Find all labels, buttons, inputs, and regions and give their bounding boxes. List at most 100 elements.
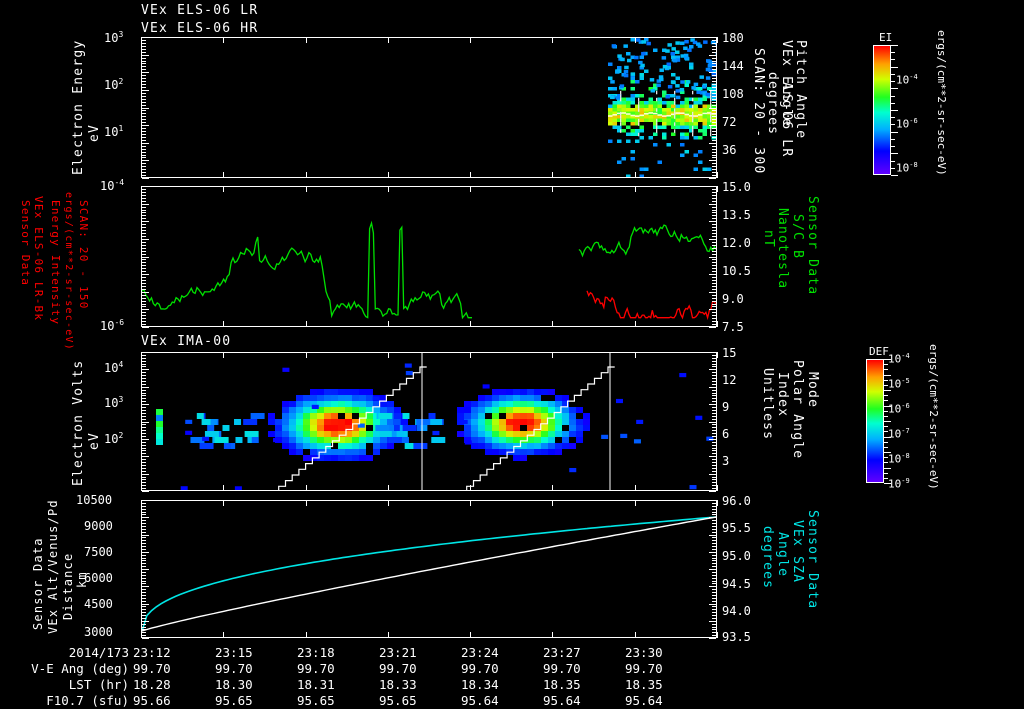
panel4-y2tick-955: 95.5 [722, 521, 751, 535]
panel4-ytick-7500: 7500 [84, 545, 113, 559]
panel2-ytick-minor [142, 318, 146, 319]
colorbar-tick [884, 447, 888, 448]
panel4-y2label-sensor-data: Sensor Data [806, 510, 819, 622]
panel3-y2label-mode: Mode [806, 372, 819, 427]
panel3-spectrogram-canvas [142, 353, 716, 490]
panel4-y2tick-minor [712, 560, 716, 561]
panel2-ytick-minor [142, 210, 146, 211]
panel3-ytick-minor [142, 416, 146, 417]
panel2-ytick-minor [142, 259, 146, 260]
panel1-xtick [635, 172, 636, 178]
panel4-y2tick-minor [712, 572, 716, 573]
panel3-ytick-minor [142, 450, 146, 451]
panel4-y2tick-minor [712, 581, 716, 582]
panel4-y2tick-minor [712, 629, 716, 630]
panel2-ytick-minor [142, 292, 149, 293]
colorbar-tick [884, 426, 888, 427]
panel4-ytick-minor [142, 581, 146, 582]
panel1-ytick-minor [142, 113, 146, 114]
panel3-ytick-minor [142, 378, 146, 379]
panel4-y2tick-minor [712, 555, 716, 556]
panel2-ytick-minor [142, 283, 146, 284]
panel2-y2tick-minor [712, 283, 716, 284]
colorbar-tick [891, 124, 895, 125]
colorbar-def-tick-5: 10-5 [888, 377, 910, 391]
panel1-ytick-minor [142, 102, 146, 103]
panel1-ytick-minor [142, 37, 149, 38]
panel2-ytick-minor [142, 192, 146, 193]
axis-table-cell: 18.35 [543, 677, 581, 692]
panel4-y2tick-minor [712, 526, 716, 527]
panel1-xtick [306, 172, 307, 178]
panel1-y2tick-minor [712, 58, 716, 59]
panel3-ytick-minor [142, 381, 146, 382]
panel4-ylabel-sensor-data: Sensor Data [32, 520, 44, 630]
panel2-y2tick-minor [712, 212, 716, 213]
panel2-y2tick-minor [712, 195, 716, 196]
panel3-y2tick-minor [712, 358, 716, 359]
panel1-ytick-1000: 103 [104, 30, 123, 45]
panel1-ytick-minor [142, 93, 146, 94]
panel1-y2tick-minor [712, 96, 716, 97]
panel4-ytick-minor [142, 609, 146, 610]
panel3-ytick-minor [142, 474, 149, 475]
panel2-y2tick-minor [712, 286, 716, 287]
panel3-ytick-1e3: 103 [104, 395, 123, 410]
panel4-ytick-10500: 10500 [76, 493, 112, 507]
panel4-y2tick-minor [712, 589, 716, 590]
panel3-ytick-minor [142, 439, 149, 440]
panel4-y2tick-minor [712, 609, 716, 610]
panel1-plot-frame[interactable] [141, 37, 717, 178]
panel1-ytick-minor [142, 116, 146, 117]
panel2-ytick-minor [142, 207, 146, 208]
colorbar-tick [884, 442, 888, 443]
panel1-ytick-minor [142, 105, 146, 106]
panel4-plot-frame[interactable] [141, 500, 717, 638]
panel3-xtick [552, 485, 553, 491]
panel1-y2tick-minor [712, 128, 716, 129]
panel1-y2tick-minor [709, 143, 716, 144]
panel1-ytick-minor [142, 40, 146, 41]
panel4-xtick [388, 632, 389, 638]
panel2-y2label-sc-b: S/C B [791, 214, 804, 294]
panel2-y2tick-minor [712, 254, 716, 255]
panel2-ylabel-instrument: VEx ELS-06 LR-Bk [33, 196, 44, 322]
panel3-y2tick-15: 15 [722, 346, 736, 360]
panel2-ytick-1e-6: 10-6 [100, 318, 124, 333]
panel4-y2tick-minor [712, 512, 716, 513]
panel1-y2tick-minor [712, 113, 716, 114]
panel1-y2tick-minor [712, 78, 716, 79]
panel3-ytick-minor [142, 479, 146, 480]
colorbar-tick [884, 390, 891, 391]
panel1-y2tick-minor [712, 52, 716, 53]
panel3-y2tick-minor [712, 465, 716, 466]
colorbar-el-tick-8: 10-8 [896, 161, 918, 175]
axis-table-cell: 99.70 [379, 661, 417, 676]
colorbar-tick [891, 81, 895, 82]
panel1-xtick [223, 37, 224, 43]
colorbar-tick [891, 88, 898, 89]
panel3-ytick-minor [142, 395, 146, 396]
panel1-ytick-minor [142, 172, 146, 173]
colorbar-tick [884, 395, 888, 396]
panel3-y2tick-minor [712, 419, 716, 420]
panel4-y2tick-minor [712, 537, 716, 538]
panel4-y2tick-minor [712, 601, 716, 602]
panel1-y2tick-minor [712, 122, 716, 123]
panel3-y2tick-minor [712, 366, 716, 367]
panel2-plot-frame[interactable] [141, 186, 717, 327]
colorbar-tick [884, 364, 888, 365]
panel3-plot-frame[interactable] [141, 352, 717, 491]
panel1-y2tick-minor [712, 140, 716, 141]
panel3-y2tick-9: 9 [722, 400, 729, 414]
panel4-ytick-minor [142, 572, 146, 573]
panel1-ytick-minor [142, 160, 149, 161]
panel2-ytick-minor [142, 277, 146, 278]
colorbar-tick [884, 468, 891, 469]
panel1-y2tick-minor [712, 169, 716, 170]
panel3-y2tick-minor [709, 439, 716, 440]
panel3-ytick-1e2: 102 [104, 431, 123, 446]
colorbar-tick [891, 59, 895, 60]
panel4-y2label-degrees: degrees [761, 526, 774, 606]
colorbar-tick [891, 96, 895, 97]
